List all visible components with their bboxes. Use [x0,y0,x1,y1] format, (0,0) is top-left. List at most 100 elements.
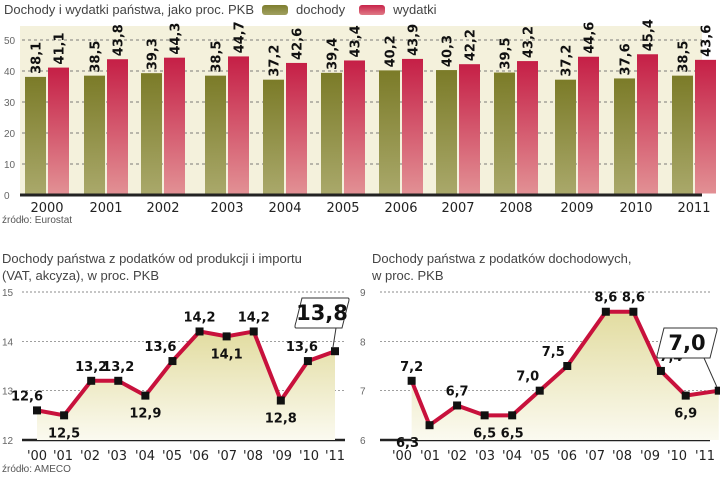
line-x-label: '06 [189,449,209,464]
bar-label-wydatki: 42,2 [464,29,479,61]
line-x-label: '05 [162,449,182,464]
bar-dochody-2002 [141,73,162,194]
line-point [508,411,517,420]
bar-dochody-2011 [672,75,693,194]
line-point [60,411,69,420]
bar-x-label: 2004 [268,201,301,215]
bar-wydatki-2006 [402,58,423,194]
line-y-tick: 9 [360,288,366,299]
bar-label-wydatki: 42,6 [291,28,306,60]
line-point-label: 6,5 [473,426,496,441]
line-point [114,376,123,385]
line-x-label: '04 [502,449,522,464]
line-point [714,386,720,395]
line-point [168,357,177,366]
line-point-label: 12,5 [48,426,80,441]
line-point-label: 7,2 [400,360,423,375]
line-point [535,386,544,395]
line-point [480,411,489,420]
line-x-label: '03 [475,449,495,464]
line-point [407,376,416,385]
line-point-label: 12,6 [11,389,43,404]
bar-label-wydatki: 43,4 [349,25,364,57]
bar-y-tick: 50 [4,36,16,47]
bar-x-label: 2002 [146,201,179,215]
line-point-label: 13,6 [144,340,176,355]
line-chart-1-source: źródło: AMECO [2,464,71,475]
line-x-label: '02 [80,449,100,464]
line-x-label: '01 [420,449,440,464]
line-point-label: 14,2 [238,310,270,325]
line-x-label: '10 [299,449,319,464]
bar-label-dochody: 39,3 [146,38,161,70]
highlight-callout-pointer [332,327,337,348]
line-point-label: 12,9 [129,407,161,422]
bar-wydatki-2009 [578,56,599,194]
line-point-label: 7,0 [516,370,539,385]
line-point-label: 13,2 [102,360,134,375]
bar-chart-title: Dochody i wydatki państwa, jako proc. PK… [4,2,255,17]
bar-label-dochody: 38,5 [677,41,692,73]
bar-dochody-2001 [84,75,105,194]
line-point-label: 13,6 [286,340,318,355]
bar-x-label: 2011 [677,201,710,215]
line-point-label: 6,7 [446,384,469,399]
bar-x-label: 2007 [441,201,474,215]
bar-wydatki-2010 [637,54,658,194]
line-series [36,329,336,418]
highlight-callout-box [294,297,350,329]
bar-y-tick: 10 [4,160,16,171]
line-point [601,307,610,316]
bar-wydatki-2008 [517,61,538,194]
line-chart-vat: 12 13 14 15 12,6 12,5 13,213,2 12,9 13,6 14,2 14,1… [2,288,350,464]
line-point [303,357,312,366]
line-x-label: '08 [243,449,263,464]
bar-label-wydatki: 41,1 [53,33,68,65]
highlight-callout-pointer [703,357,718,387]
bar-label-wydatki: 44,3 [169,23,184,55]
line-series [409,309,720,429]
line-y-tick: 13 [2,387,14,398]
bar-wydatki-2000 [48,67,69,194]
line-x-label: '00 [27,449,47,464]
bar-label-wydatki: 45,4 [642,19,657,51]
line-y-tick: 14 [2,337,14,348]
line-chart-2-title-line-1: Dochody państwa z podatków dochodowych, [372,251,632,266]
line-x-label: '01 [53,449,73,464]
line-x-label: '09 [272,449,292,464]
bar-label-dochody: 37,2 [268,45,283,77]
bar-x-label: 2010 [619,201,652,215]
line-point-label: 14,1 [211,347,243,362]
bar-x-label: 2000 [30,201,63,215]
line-chart-1-title-line-2: (VAT, akcyza), w proc. PKB [2,268,160,283]
line-x-label: '09 [640,449,660,464]
bar-wydatki-2004 [286,62,307,194]
bar-dochody-2007 [436,70,457,194]
line-y-tick: 8 [360,337,366,348]
highlight-callout-box [656,327,718,359]
bar-x-label: 2009 [560,201,593,215]
bar-label-wydatki: 43,2 [522,26,537,58]
line-point [222,332,231,341]
line-y-tick: 12 [2,436,14,447]
bar-dochody-2006 [379,70,400,194]
bar-x-label: 2005 [326,201,359,215]
line-point-label: 14,2 [184,310,216,325]
bar-dochody-2008 [494,72,515,194]
bar-label-wydatki: 44,7 [233,21,248,53]
bar-y-tick: 40 [4,67,16,78]
line-x-label: '05 [530,449,550,464]
line-x-label: '03 [107,449,127,464]
highlight-value: 7,0 [668,331,705,355]
bar-x-label: 2003 [210,201,243,215]
line-area-fill [411,311,719,440]
line-x-label: '10 [667,449,687,464]
bar-dochody-2009 [555,79,576,194]
bar-dochody-2010 [614,78,635,194]
line-point [453,401,462,410]
line-point [87,376,96,385]
bar-label-wydatki: 43,8 [112,24,127,56]
line-chart-2-title-line-2: w proc. PKB [372,268,444,283]
bar-wydatki-2003 [228,56,249,194]
